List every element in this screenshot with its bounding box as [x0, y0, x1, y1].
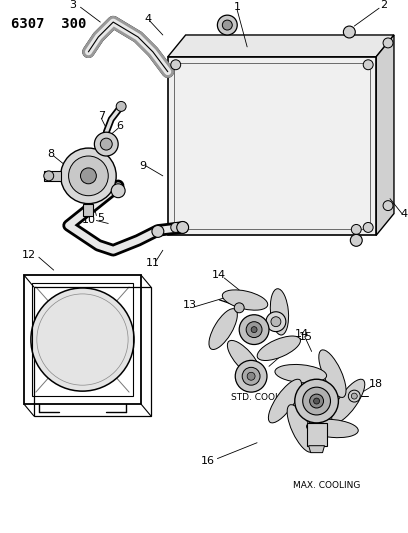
Circle shape	[363, 60, 373, 70]
Text: 4: 4	[400, 208, 408, 219]
Text: 6307  300: 6307 300	[11, 17, 86, 31]
Circle shape	[303, 387, 330, 415]
Circle shape	[351, 224, 361, 235]
Polygon shape	[309, 446, 324, 453]
Circle shape	[271, 317, 281, 327]
Text: STD. COOLING: STD. COOLING	[231, 393, 297, 401]
Text: 11: 11	[146, 258, 160, 268]
Circle shape	[266, 312, 286, 332]
Polygon shape	[307, 423, 326, 446]
Ellipse shape	[319, 350, 346, 398]
Circle shape	[111, 184, 125, 198]
Text: 12: 12	[22, 250, 36, 260]
Text: 16: 16	[200, 456, 215, 466]
Polygon shape	[376, 35, 394, 236]
Text: 2: 2	[381, 0, 388, 10]
Polygon shape	[168, 35, 394, 57]
Text: 1: 1	[234, 2, 241, 12]
Text: 10: 10	[82, 215, 95, 225]
Circle shape	[247, 372, 255, 380]
Circle shape	[235, 360, 267, 392]
Text: 8: 8	[47, 149, 54, 159]
Text: 17: 17	[252, 376, 266, 386]
Circle shape	[116, 101, 126, 111]
Polygon shape	[168, 57, 376, 236]
Circle shape	[80, 168, 96, 184]
Circle shape	[100, 138, 112, 150]
Ellipse shape	[257, 336, 300, 360]
Circle shape	[239, 315, 269, 344]
Text: 9: 9	[140, 161, 146, 171]
Text: 6: 6	[117, 121, 124, 131]
Ellipse shape	[287, 405, 315, 453]
Text: 14: 14	[295, 329, 309, 338]
Circle shape	[171, 60, 181, 70]
Circle shape	[383, 200, 393, 211]
Ellipse shape	[275, 365, 326, 383]
Circle shape	[348, 390, 360, 402]
Circle shape	[44, 171, 54, 181]
Circle shape	[234, 303, 244, 313]
Circle shape	[177, 222, 188, 233]
Text: 18: 18	[369, 379, 383, 389]
Circle shape	[351, 393, 357, 399]
Circle shape	[61, 148, 116, 204]
Text: 14: 14	[212, 270, 226, 280]
Ellipse shape	[332, 379, 365, 423]
Circle shape	[310, 394, 324, 408]
Text: 3: 3	[69, 0, 76, 10]
Text: MAX. COOLING: MAX. COOLING	[293, 481, 360, 490]
Circle shape	[152, 225, 164, 237]
Circle shape	[350, 235, 362, 246]
Circle shape	[383, 38, 393, 48]
Circle shape	[217, 15, 237, 35]
Circle shape	[314, 398, 319, 404]
Ellipse shape	[306, 419, 358, 438]
Circle shape	[222, 20, 232, 30]
Text: 13: 13	[183, 300, 197, 310]
Circle shape	[242, 367, 260, 385]
Polygon shape	[44, 171, 61, 181]
Text: 7: 7	[98, 111, 105, 122]
Ellipse shape	[222, 290, 268, 310]
Text: 5: 5	[97, 213, 104, 222]
Ellipse shape	[227, 341, 261, 377]
Ellipse shape	[209, 309, 237, 350]
Circle shape	[344, 26, 355, 38]
Circle shape	[363, 222, 373, 232]
Text: 15: 15	[299, 332, 313, 342]
Circle shape	[295, 379, 338, 423]
Ellipse shape	[271, 289, 288, 335]
Ellipse shape	[268, 379, 302, 423]
Circle shape	[94, 132, 118, 156]
Polygon shape	[84, 204, 93, 215]
Circle shape	[251, 327, 257, 333]
Circle shape	[69, 156, 108, 196]
Circle shape	[171, 222, 181, 232]
Text: 4: 4	[144, 14, 151, 24]
Circle shape	[246, 322, 262, 337]
Circle shape	[31, 288, 134, 391]
